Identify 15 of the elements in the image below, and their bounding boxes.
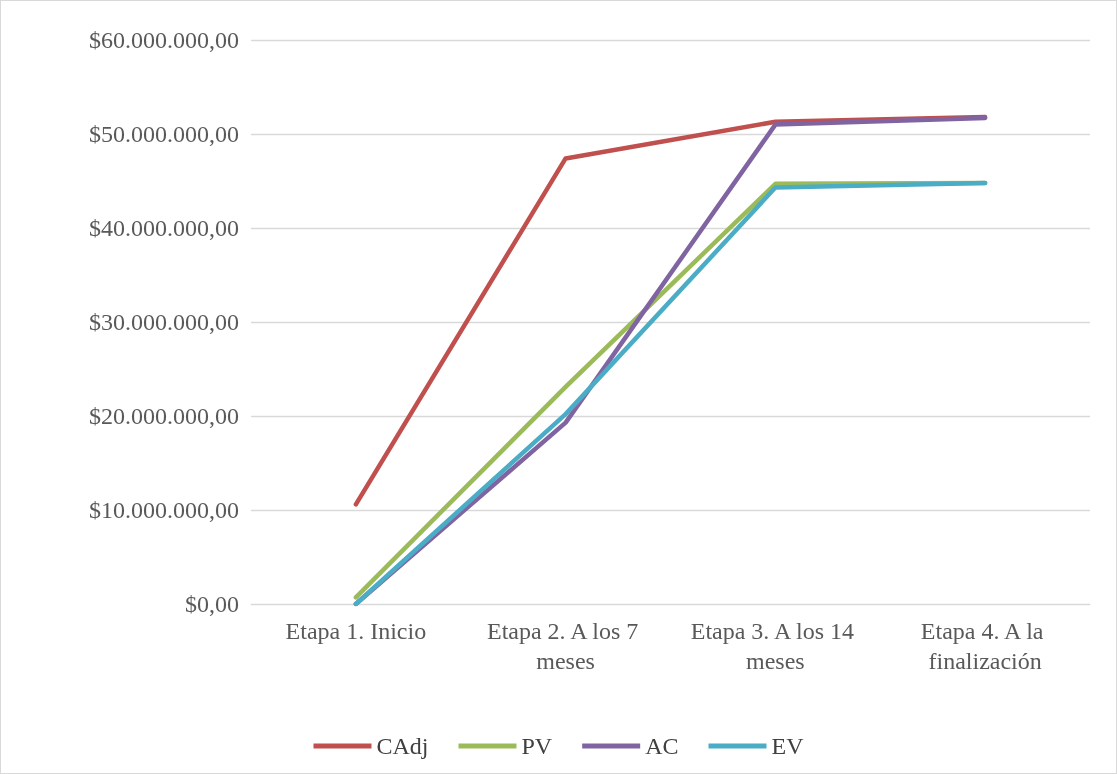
y-tick-label: $20.000.000,00 bbox=[89, 403, 239, 429]
legend-label: EV bbox=[771, 733, 805, 759]
legend-label: PV bbox=[521, 733, 553, 759]
y-tick-label: $30.000.000,00 bbox=[89, 309, 239, 335]
y-tick-label: $0,00 bbox=[185, 591, 239, 617]
legend-label: AC bbox=[645, 733, 679, 759]
x-tick-label: Etapa 4. A la finalización bbox=[920, 618, 1050, 674]
y-tick-label: $50.000.000,00 bbox=[89, 121, 239, 147]
x-tick-label: Etapa 1. Inicio bbox=[285, 618, 427, 644]
y-tick-label: $10.000.000,00 bbox=[89, 497, 239, 523]
y-tick-label: $40.000.000,00 bbox=[89, 215, 239, 241]
x-tick-label: Etapa 3. A los 14 meses bbox=[690, 618, 861, 674]
x-tick-label: Etapa 2. A los 7 meses bbox=[486, 618, 645, 674]
legend-label: CAdj bbox=[376, 733, 429, 759]
y-tick-label: $60.000.000,00 bbox=[89, 27, 239, 53]
